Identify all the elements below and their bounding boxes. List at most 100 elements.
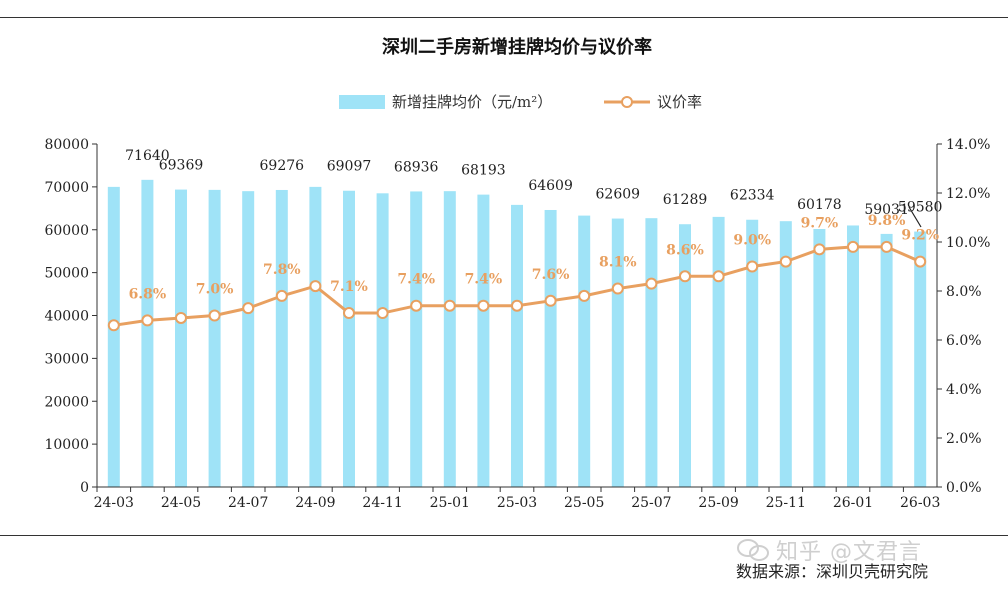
bar-data-label: 60178 bbox=[797, 197, 842, 213]
bar-24-05 bbox=[175, 189, 187, 487]
line-data-label: 6.8% bbox=[129, 286, 167, 302]
line-point-24-09 bbox=[309, 280, 322, 293]
bar-data-label: 69276 bbox=[260, 158, 305, 174]
line-point-24-06 bbox=[208, 309, 221, 322]
wechat-icon bbox=[737, 539, 769, 561]
line-point-25-05 bbox=[578, 289, 591, 302]
x-tick-label: 25-07 bbox=[631, 495, 671, 511]
bar-25-02 bbox=[477, 194, 490, 488]
line-data-label: 7.8% bbox=[263, 262, 301, 278]
line-point-24-04 bbox=[141, 314, 154, 327]
bar-24-09 bbox=[309, 186, 322, 487]
x-tick-label: 25-05 bbox=[564, 495, 604, 511]
y-right-tick-label: 2.0% bbox=[946, 431, 982, 447]
legend-label-line: 议价率 bbox=[657, 93, 702, 111]
bar-25-05 bbox=[578, 215, 591, 487]
y-left-tick-label: 60000 bbox=[44, 223, 89, 239]
line-data-label: 8.1% bbox=[599, 255, 637, 271]
bar-data-label: 61289 bbox=[663, 192, 708, 208]
y-right-tick-label: 10.0% bbox=[946, 235, 990, 251]
bar-data-label: 69369 bbox=[159, 158, 204, 174]
bar-24-10 bbox=[343, 190, 355, 487]
y-right-tick-label: 4.0% bbox=[946, 382, 982, 398]
line-data-label: 7.4% bbox=[397, 272, 435, 288]
bar-data-label: 68193 bbox=[461, 163, 506, 179]
legend-label-bar: 新增挂牌均价（元/m²） bbox=[392, 93, 552, 111]
x-tick-label: 25-09 bbox=[698, 495, 738, 511]
bar-data-label: 62609 bbox=[596, 187, 641, 203]
y-right-tick-label: 12.0% bbox=[946, 186, 990, 202]
bar-26-02 bbox=[880, 233, 893, 487]
line-data-label: 7.6% bbox=[532, 267, 570, 283]
y-left-tick-label: 20000 bbox=[44, 394, 89, 410]
line-point-24-05 bbox=[175, 311, 187, 324]
line-data-label: 9.8% bbox=[868, 213, 906, 229]
x-tick-label: 24-09 bbox=[295, 495, 335, 511]
bar-25-07 bbox=[645, 218, 658, 487]
line-point-25-06 bbox=[611, 282, 624, 295]
x-tick-label: 24-03 bbox=[94, 495, 134, 511]
line-data-label: 7.4% bbox=[465, 272, 503, 288]
line-data-label: 9.2% bbox=[901, 228, 939, 244]
line-point-25-11 bbox=[779, 255, 792, 268]
bar-24-04 bbox=[141, 179, 154, 487]
bar-25-08 bbox=[679, 224, 691, 487]
bar-24-06 bbox=[208, 189, 221, 487]
bar-data-label: 69097 bbox=[327, 159, 372, 175]
y-right-tick-label: 8.0% bbox=[946, 284, 982, 300]
y-right-tick-label: 14.0% bbox=[946, 137, 990, 153]
bar-data-label: 64609 bbox=[528, 178, 573, 194]
line-point-24-08 bbox=[275, 289, 288, 302]
y-left-tick-label: 80000 bbox=[44, 137, 89, 153]
data-source: 数据来源：深圳贝壳研究院 bbox=[735, 562, 928, 581]
y-left-tick-label: 40000 bbox=[44, 309, 89, 325]
y-left-tick-label: 50000 bbox=[44, 266, 89, 282]
line-point-26-02 bbox=[880, 240, 893, 253]
legend-swatch-bar bbox=[339, 95, 385, 109]
bar-24-12 bbox=[410, 191, 423, 488]
chart-title: 深圳二手房新增挂牌均价与议价率 bbox=[382, 36, 652, 58]
bar-25-12 bbox=[813, 228, 826, 488]
legend-swatch-marker bbox=[621, 96, 633, 108]
bar-26-03 bbox=[914, 231, 927, 487]
x-tick-label: 26-03 bbox=[900, 495, 940, 511]
bar-25-09 bbox=[712, 216, 725, 487]
x-tick-label: 24-05 bbox=[161, 495, 201, 511]
line-point-25-02 bbox=[477, 299, 490, 312]
y-right-tick-label: 6.0% bbox=[946, 333, 982, 349]
line-data-label: 9.7% bbox=[801, 215, 839, 231]
x-tick-label: 26-01 bbox=[833, 495, 873, 511]
label-leader-line bbox=[908, 206, 922, 228]
line-point-25-08 bbox=[679, 270, 691, 283]
bar-data-label: 71640 bbox=[125, 148, 170, 164]
bar-data-label: 62334 bbox=[730, 188, 775, 204]
watermark: 知乎 @文君言 bbox=[776, 540, 922, 565]
line-point-25-03 bbox=[511, 299, 523, 312]
bottom-rule bbox=[0, 535, 1008, 536]
bar-25-11 bbox=[779, 221, 792, 488]
line-point-24-07 bbox=[242, 302, 255, 315]
x-tick-label: 24-07 bbox=[228, 495, 268, 511]
bar-25-01 bbox=[443, 191, 456, 487]
y-left-tick-label: 30000 bbox=[44, 351, 89, 367]
line-point-24-11 bbox=[376, 307, 389, 320]
bar-25-03 bbox=[511, 204, 523, 487]
y-left-tick-label: 70000 bbox=[44, 180, 89, 196]
line-point-24-12 bbox=[410, 299, 423, 312]
line-point-26-03 bbox=[914, 255, 927, 268]
line-point-25-04 bbox=[544, 294, 557, 307]
line-data-label: 7.0% bbox=[196, 282, 234, 298]
bar-26-01 bbox=[847, 225, 859, 487]
line-data-label: 9.0% bbox=[733, 233, 771, 249]
y-left-tick-label: 0 bbox=[80, 480, 89, 496]
line-data-label: 7.1% bbox=[330, 279, 368, 295]
line-point-25-01 bbox=[443, 299, 456, 312]
bar-data-label: 59031 bbox=[864, 202, 909, 218]
bar-24-07 bbox=[242, 191, 255, 487]
bar-25-10 bbox=[746, 219, 759, 487]
x-tick-label: 25-01 bbox=[430, 495, 470, 511]
bar-24-08 bbox=[275, 189, 288, 487]
line-data-label: 8.6% bbox=[666, 242, 704, 258]
line-point-24-10 bbox=[343, 307, 355, 320]
